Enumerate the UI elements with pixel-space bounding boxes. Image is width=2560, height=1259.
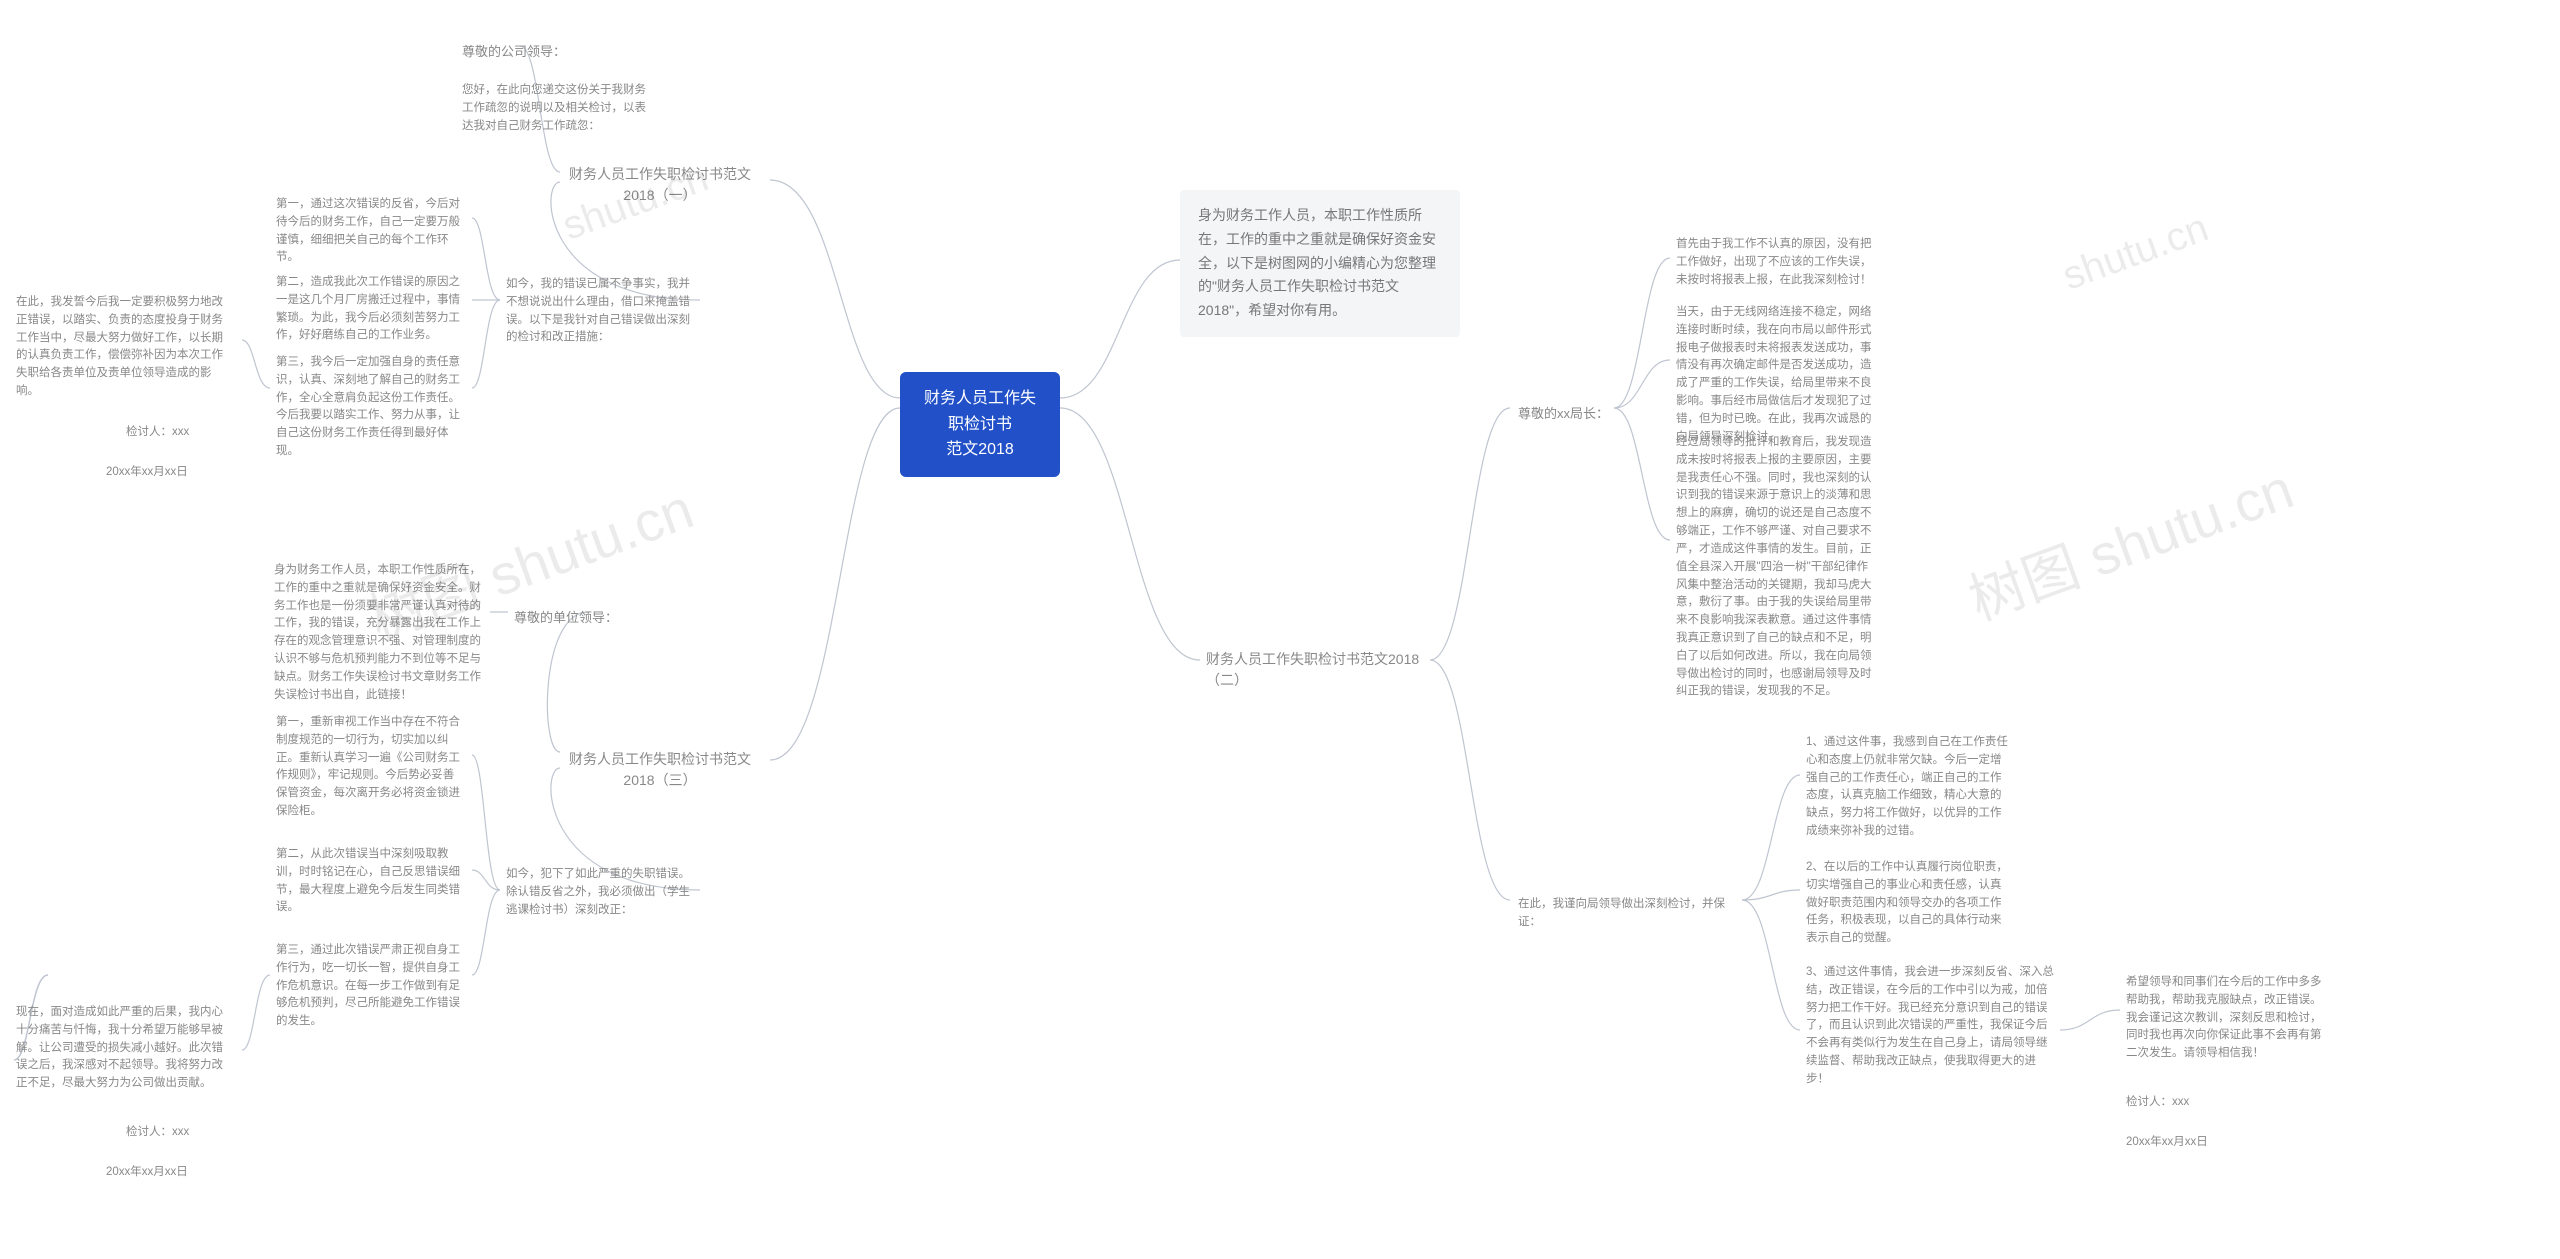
branch3-title: 财务人员工作失职检讨书范文2018（三） [555,745,765,795]
branch2-p2: 当天，由于无线网络连接不稳定，网络连接时断时续，我在向市局以邮件形式报电子做报表… [1670,300,1885,451]
root-title-line1: 财务人员工作失职检讨书 [924,390,1036,433]
branch3-date: 20xx年xx月xx日 [100,1160,194,1186]
branch2-greeting: 尊敬的xx局长： [1512,400,1615,428]
branch2-p1: 首先由于我工作不认真的原因，没有把工作做好，出现了不应该的工作失误，未按时将报表… [1670,232,1885,293]
branch3-p3: 第三，通过此次错误严肃正视自身工作行为，吃一切长一智，提供自身工作危机意识。在每… [270,938,470,1035]
branch3-closing: 现在，面对造成如此严重的后果，我内心十分痛苦与忏悔，我十分希望万能够早被解。让公… [10,1000,240,1097]
branch2-date: 20xx年xx月xx日 [2120,1130,2214,1156]
branch3-opening: 身为财务工作人员，本职工作性质所在，工作的重中之重就是确保好资金安全。财务工作也… [268,558,490,709]
branch1-p1: 第一，通过这次错误的反省，今后对待今后的财务工作，自己一定要万般谨慎，细细把关自… [270,192,470,271]
branch1-p3: 第三，我今后一定加强自身的责任意识，认真、深刻地了解自己的财务工作，全心全意肩负… [270,350,470,465]
branch2-v3: 3、通过这件事情，我会进一步深刻反省、深入总结，改正错误，在今后的工作中引以为戒… [1800,960,2060,1093]
branch2-vow-lead: 在此，我谨向局领导做出深刻检讨，并保证： [1512,892,1742,936]
branch2-title: 财务人员工作失职检讨书范文2018（二） [1200,645,1430,695]
root-node: 财务人员工作失职检讨书 范文2018 [900,372,1060,477]
branch3-lead-in: 如今，犯下了如此严重的失职错误。除认错反省之外，我必须做出（学生逃课检讨书）深刻… [500,862,700,923]
branch1-opening: 您好，在此向您递交这份关于我财务工作疏忽的说明以及相关检讨，以表达我对自己财务工… [456,78,656,139]
branch1-closing: 在此，我发誓今后我一定要积极努力地改正错误，以踏实、负责的态度投身于财务工作当中… [10,290,240,405]
branch2-v2: 2、在以后的工作中认真履行岗位职责，切实增强自己的事业心和责任感，认真做好职责范… [1800,855,2015,952]
branch3-p1: 第一，重新审视工作当中存在不符合制度规范的一切行为，切实加以纠正。重新认真学习一… [270,710,470,825]
branch2-signer: 检讨人：xxx [2120,1090,2195,1116]
branch1-greeting: 尊敬的公司领导： [456,38,572,66]
watermark-small: shutu.cn [2057,205,2214,299]
branch1-lead-in: 如今，我的错误已属不争事实，我并不想说说出什么理由，借口来掩盖错误。以下是我针对… [500,272,700,351]
intro-box: 身为财务工作人员，本职工作性质所在，工作的重中之重就是确保好资金安全，以下是树图… [1180,190,1460,337]
branch3-signer: 检讨人：xxx [120,1120,195,1146]
root-title-line2: 范文2018 [946,441,1014,458]
branch1-p2: 第二，造成我此次工作错误的原因之一是这几个月厂房搬迁过程中，事情繁琐。为此，我今… [270,270,470,349]
branch3-greeting: 尊敬的单位领导： [508,604,624,632]
branch2-closing: 希望领导和同事们在今后的工作中多多帮助我，帮助我克服缺点，改正错误。我会谨记这次… [2120,970,2335,1067]
watermark: 树图 shutu.cn [1956,444,2303,636]
branch2-v1: 1、通过这件事，我感到自己在工作责任心和态度上仍就非常欠缺。今后一定增强自己的工… [1800,730,2015,845]
branch1-date: 20xx年xx月xx日 [100,460,194,486]
branch1-title: 财务人员工作失职检讨书范文2018（一） [555,160,765,210]
branch2-p3: 经过局领导的批评和教育后，我发现造成未按时将报表上报的主要原因，主要是我责任心不… [1670,430,1885,705]
branch3-p2: 第二，从此次错误当中深刻吸取教训，时时铭记在心，自己反思错误细节，最大程度上避免… [270,842,470,921]
branch1-signer: 检讨人：xxx [120,420,195,446]
